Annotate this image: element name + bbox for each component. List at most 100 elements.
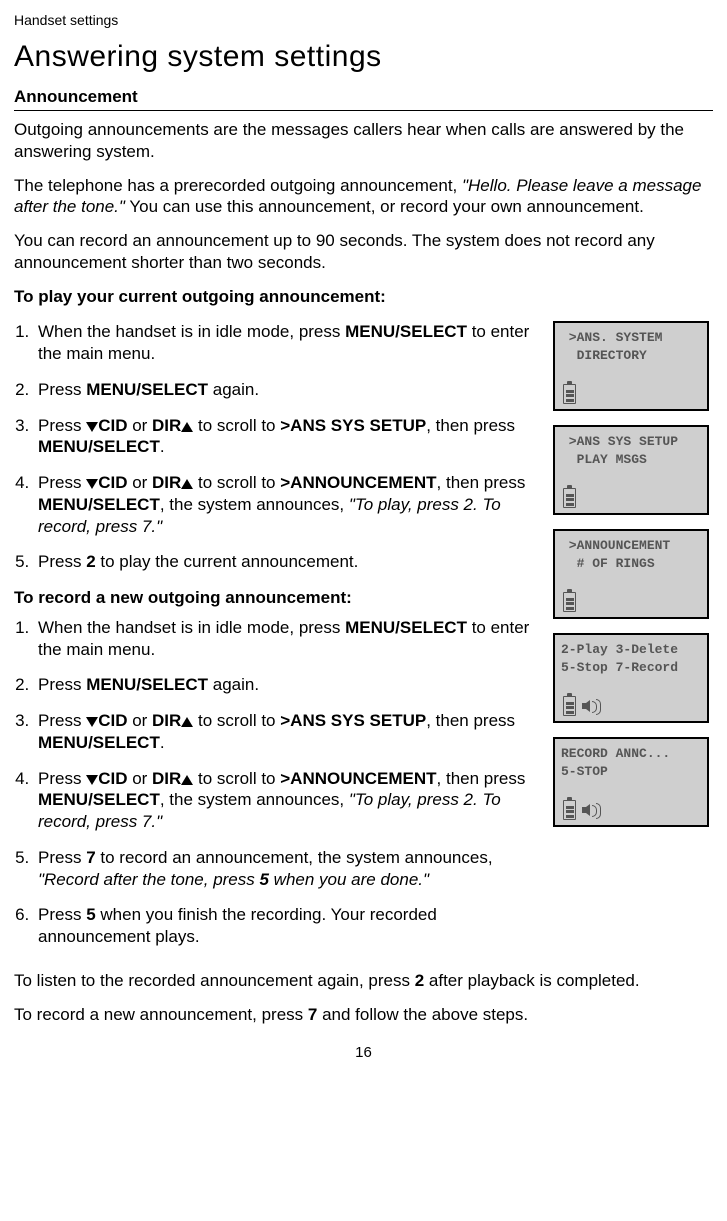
step-5: Press 2 to play the current announcement… bbox=[34, 551, 539, 573]
step-3: Press CID or DIR to scroll to >ANS SYS S… bbox=[34, 710, 539, 754]
text: to play the current announcement. bbox=[96, 552, 359, 571]
lcd-line: 5-STOP bbox=[561, 763, 701, 781]
lcd-line: 2-Play 3-Delete bbox=[561, 641, 701, 659]
text: or bbox=[127, 473, 152, 492]
key-label: SELECT bbox=[400, 322, 467, 341]
intro-p3: You can record an announcement up to 90 … bbox=[14, 230, 713, 274]
lcd-screen-2: >ANS SYS SETUP PLAY MSGS bbox=[553, 425, 709, 515]
outro-p2: To record a new announcement, press 7 an… bbox=[14, 1004, 713, 1026]
down-arrow-icon bbox=[86, 422, 98, 432]
step-4: Press CID or DIR to scroll to >ANNOUNCEM… bbox=[34, 768, 539, 833]
up-arrow-icon bbox=[181, 422, 193, 432]
down-arrow-icon bbox=[86, 775, 98, 785]
key-label: /SELECT bbox=[88, 790, 160, 809]
key-label: DIR bbox=[152, 711, 181, 730]
text: , then press bbox=[437, 473, 526, 492]
lcd-screen-3: >ANNOUNCEMENT # OF RINGS bbox=[553, 529, 709, 619]
key-label: DIR bbox=[152, 769, 181, 788]
step-2: Press MENU/SELECT again. bbox=[34, 379, 539, 401]
speaker-icon bbox=[582, 802, 604, 818]
key-label: CID bbox=[98, 473, 127, 492]
text: when you finish the recording. Your reco… bbox=[38, 905, 437, 946]
text: again. bbox=[208, 380, 259, 399]
text: after playback is completed. bbox=[424, 971, 639, 990]
text: when you are done." bbox=[269, 870, 429, 889]
key-label: 2 bbox=[415, 971, 424, 990]
section-header: Handset settings bbox=[14, 12, 713, 30]
battery-icon bbox=[563, 384, 576, 404]
text: Press bbox=[38, 769, 86, 788]
text: to record an announcement, the system an… bbox=[96, 848, 493, 867]
step-5: Press 7 to record an announcement, the s… bbox=[34, 847, 539, 891]
lcd-line: >ANS SYS SETUP bbox=[561, 433, 701, 451]
battery-icon bbox=[563, 800, 576, 820]
lcd-line: DIRECTORY bbox=[561, 347, 701, 365]
up-arrow-icon bbox=[181, 479, 193, 489]
play-steps: When the handset is in idle mode, press … bbox=[14, 321, 539, 573]
key-label: 7 bbox=[86, 848, 95, 867]
text: Press bbox=[38, 675, 86, 694]
step-1: When the handset is in idle mode, press … bbox=[34, 321, 539, 365]
divider bbox=[14, 110, 713, 111]
record-label: To record a new outgoing announcement: bbox=[14, 587, 539, 609]
outro-p1: To listen to the recorded announcement a… bbox=[14, 970, 713, 992]
key-label: /SELECT bbox=[136, 675, 208, 694]
menu-target: >ANNOUNCEMENT bbox=[280, 769, 436, 788]
step-2: Press MENU/SELECT again. bbox=[34, 674, 539, 696]
text: Press bbox=[38, 711, 86, 730]
key-label: DIR bbox=[152, 473, 181, 492]
text: Press bbox=[38, 416, 86, 435]
lcd-screen-1: >ANS. SYSTEM DIRECTORY bbox=[553, 321, 709, 411]
up-arrow-icon bbox=[181, 775, 193, 785]
lcd-line: RECORD ANNC... bbox=[561, 745, 701, 763]
text: Press bbox=[38, 380, 86, 399]
battery-icon bbox=[563, 592, 576, 612]
text: Press bbox=[38, 848, 86, 867]
text: When the handset is in idle mode, press bbox=[38, 322, 345, 341]
key-label: /SELECT bbox=[88, 495, 160, 514]
page-number: 16 bbox=[14, 1043, 713, 1062]
key-label: /SELECT bbox=[136, 380, 208, 399]
menu-target: >ANNOUNCEMENT bbox=[280, 473, 436, 492]
text: To record a new announcement, press bbox=[14, 1005, 308, 1024]
text: , then press bbox=[426, 711, 515, 730]
text: Press bbox=[38, 905, 86, 924]
page-title: Answering system settings bbox=[14, 38, 713, 76]
text: . bbox=[160, 437, 165, 456]
text: "Record after the tone, press bbox=[38, 870, 259, 889]
key-label: MENU/ bbox=[345, 322, 400, 341]
intro-p1: Outgoing announcements are the messages … bbox=[14, 119, 713, 163]
text: Press bbox=[38, 473, 86, 492]
key-label: /SELECT bbox=[88, 437, 160, 456]
key-label: MENU bbox=[86, 675, 136, 694]
text: Press bbox=[38, 552, 86, 571]
text: and follow the above steps. bbox=[317, 1005, 528, 1024]
key-label: CID bbox=[98, 711, 127, 730]
key-label: SELECT bbox=[400, 618, 467, 637]
speaker-icon bbox=[582, 698, 604, 714]
key-label: /SELECT bbox=[88, 733, 160, 752]
lcd-line: >ANS. SYSTEM bbox=[561, 329, 701, 347]
text: . bbox=[160, 733, 165, 752]
subheading: Announcement bbox=[14, 86, 713, 108]
up-arrow-icon bbox=[181, 717, 193, 727]
key-label: MENU bbox=[38, 790, 88, 809]
lcd-screen-5: RECORD ANNC... 5-STOP bbox=[553, 737, 709, 827]
battery-icon bbox=[563, 488, 576, 508]
text: The telephone has a prerecorded outgoing… bbox=[14, 176, 462, 195]
lcd-screen-4: 2-Play 3-Delete 5-Stop 7-Record bbox=[553, 633, 709, 723]
text: , the system announces, bbox=[160, 495, 349, 514]
text: You can use this announcement, or record… bbox=[125, 197, 644, 216]
text: When the handset is in idle mode, press bbox=[38, 618, 345, 637]
lcd-line: >ANNOUNCEMENT bbox=[561, 537, 701, 555]
step-4: Press CID or DIR to scroll to >ANNOUNCEM… bbox=[34, 472, 539, 537]
text: , the system announces, bbox=[160, 790, 349, 809]
key-label: MENU bbox=[86, 380, 136, 399]
text: again. bbox=[208, 675, 259, 694]
key-label: MENU/ bbox=[345, 618, 400, 637]
text: to scroll to bbox=[193, 473, 280, 492]
text: to scroll to bbox=[193, 711, 280, 730]
lcd-line: PLAY MSGS bbox=[561, 451, 701, 469]
key-label: 5 bbox=[259, 870, 268, 889]
menu-target: >ANS SYS SETUP bbox=[280, 711, 426, 730]
